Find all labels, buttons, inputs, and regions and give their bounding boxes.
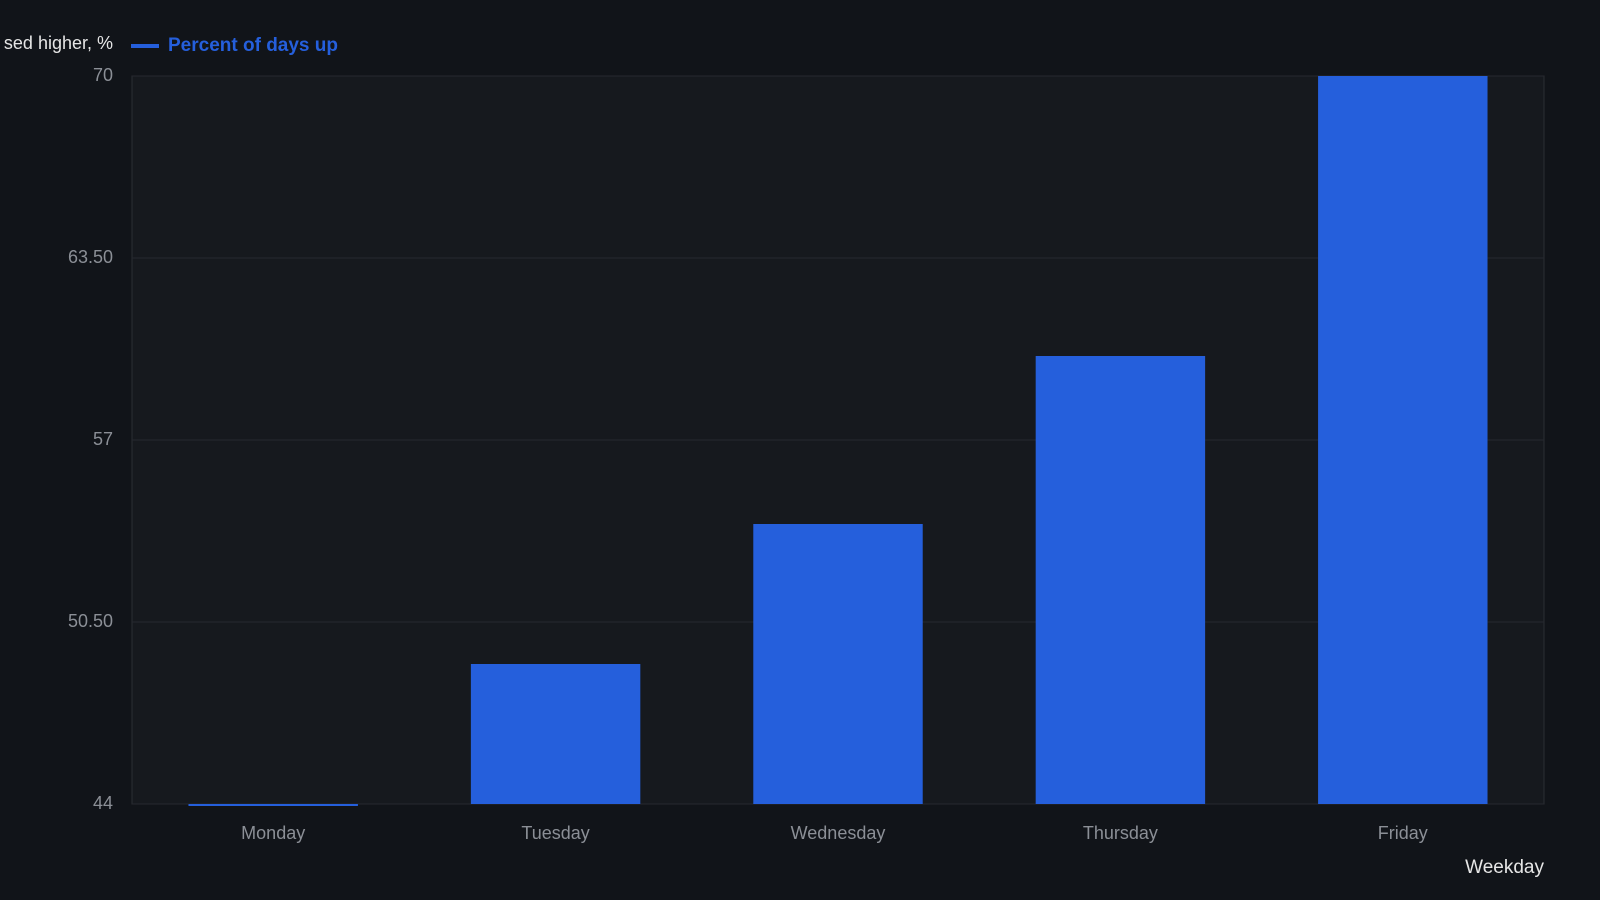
y-axis-title: sed higher, % <box>4 33 113 53</box>
y-tick-label: 70 <box>93 65 113 85</box>
bar <box>1318 76 1488 804</box>
y-tick-label: 44 <box>93 793 113 813</box>
y-tick-label: 63.50 <box>68 247 113 267</box>
bar <box>753 524 923 804</box>
legend-label: Percent of days up <box>168 35 338 56</box>
x-axis-title: Weekday <box>1465 857 1544 878</box>
bar <box>470 664 641 804</box>
x-tick-label: Tuesday <box>521 823 589 843</box>
x-tick-label: Friday <box>1378 823 1428 843</box>
x-tick-label: Monday <box>241 823 305 843</box>
bar <box>188 804 358 806</box>
y-tick-label: 57 <box>93 429 113 449</box>
bar <box>1035 356 1206 804</box>
y-tick-label: 50.50 <box>68 611 113 631</box>
x-tick-label: Thursday <box>1083 823 1158 843</box>
x-tick-label: Wednesday <box>791 823 886 843</box>
